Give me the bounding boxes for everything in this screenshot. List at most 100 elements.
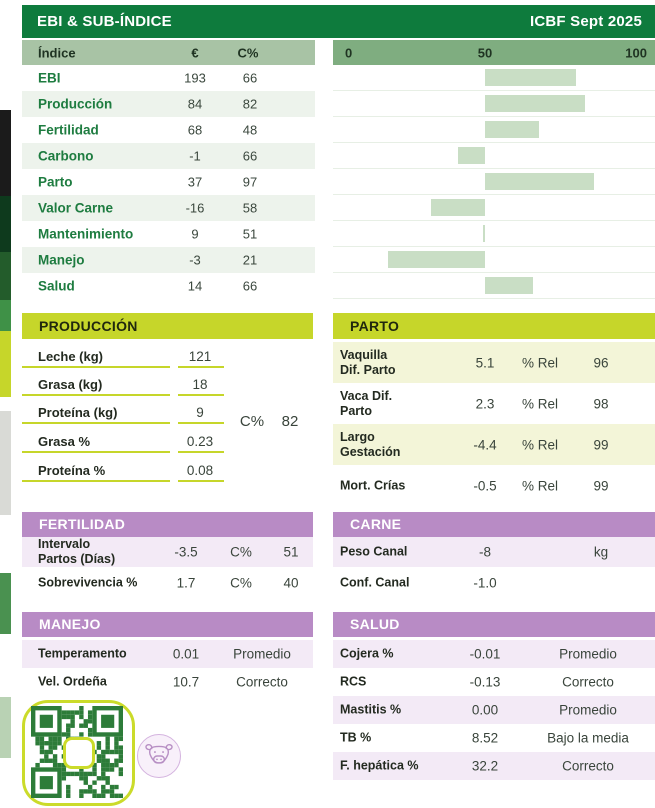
table-row-valor-carne: Valor Carne -16 58 <box>22 195 315 221</box>
edge-segment <box>0 252 11 300</box>
section-title: SALUD <box>350 616 400 632</box>
salud-row: RCS -0.13 Correcto <box>333 668 655 696</box>
edge-segment <box>0 697 11 758</box>
metric-label: Leche (kg) <box>38 349 104 364</box>
euro-value: -3 <box>189 252 201 268</box>
metric-label: Sobrevivencia % <box>38 574 138 589</box>
status-label: Correcto <box>236 674 288 690</box>
metric-value: 0.23 <box>186 434 214 449</box>
chart-axis-header: 0 50 100 <box>333 40 655 65</box>
unit-label: kg <box>593 544 609 560</box>
metric-label: Mastitis % <box>340 702 402 717</box>
carne-row: Peso Canal -8 kg <box>333 537 655 567</box>
qr-center-hole <box>62 737 95 769</box>
metric-value: -0.5 <box>473 478 497 493</box>
rel-label: % Rel <box>521 478 558 493</box>
c-percent-value: 66 <box>242 70 258 86</box>
chart-bar-Parto <box>485 173 594 190</box>
c-percent-value: 48 <box>242 122 258 138</box>
status-label: Promedio <box>559 646 617 662</box>
metric-value: -8 <box>478 544 491 560</box>
metric-value: 32.2 <box>471 758 499 774</box>
rel-value: 96 <box>593 355 609 370</box>
metric-value: -1.0 <box>473 575 497 590</box>
divider <box>22 480 170 482</box>
chart-row <box>333 91 655 117</box>
metric-value: 18 <box>192 377 208 392</box>
divider <box>22 394 170 396</box>
manejo-row: Vel. Ordeña 10.7 Correcto <box>22 668 313 696</box>
c-percent-value: 97 <box>242 174 258 190</box>
axis-tick-50: 50 <box>477 45 493 60</box>
chart-row <box>333 247 655 273</box>
divider <box>22 451 170 453</box>
cow-head-icon <box>145 743 173 764</box>
row-label: Carbono <box>38 148 94 164</box>
table-row-salud: Salud 14 66 <box>22 273 315 299</box>
carne-row: Conf. Canal -1.0 <box>333 567 655 598</box>
chart-row <box>333 221 655 247</box>
produccion-row: Proteína (kg) 9 <box>22 401 313 429</box>
chart-row <box>333 169 655 195</box>
produccion-c-label: C% <box>239 413 265 430</box>
metric-value: -0.13 <box>469 674 501 690</box>
divider <box>178 366 224 368</box>
fertilidad-row: Intervalo Partos (Días) -3.5 C% 51 <box>22 537 313 567</box>
c-percent-value: 58 <box>242 200 258 216</box>
produccion-row: Proteína % 0.08 <box>22 459 313 487</box>
axis-tick-0: 0 <box>345 45 353 60</box>
table-row-fertilidad: Fertilidad 68 48 <box>22 117 315 143</box>
produccion-row: Grasa % 0.23 <box>22 430 313 458</box>
metric-value: -4.4 <box>473 437 497 452</box>
section-header-produccion: PRODUCCIÓN <box>22 313 313 339</box>
chart-bar-Producción <box>485 95 585 112</box>
metric-label: RCS <box>340 674 367 689</box>
row-label: Salud <box>38 278 75 294</box>
parto-row: Largo Gestación -4.4 % Rel 99 <box>333 424 655 465</box>
section-header-parto: PARTO <box>333 313 655 339</box>
rel-value: 99 <box>593 478 609 493</box>
chart-row <box>333 117 655 143</box>
euro-value: 68 <box>187 122 203 138</box>
metric-value: -0.01 <box>469 646 501 662</box>
chart-row <box>333 65 655 91</box>
metric-label: Proteína % <box>38 463 106 478</box>
euro-value: 193 <box>184 70 206 86</box>
rel-value: 98 <box>593 396 609 411</box>
report-header: EBI & SUB-ÍNDICE ICBF Sept 2025 <box>22 5 655 38</box>
status-label: Correcto <box>562 758 614 774</box>
divider <box>178 451 224 453</box>
c-percent-value: 66 <box>242 148 258 164</box>
metric-label: Vel. Ordeña <box>38 674 107 689</box>
metric-value: 2.3 <box>475 396 495 411</box>
section-title: FERTILIDAD <box>39 516 126 532</box>
column-indice: Índice <box>38 45 76 60</box>
column-euro: € <box>191 45 199 60</box>
c-percent-value: 51 <box>242 226 258 242</box>
c-percent-value: 82 <box>242 96 258 112</box>
euro-value: 9 <box>191 226 199 242</box>
metric-label: Mort. Crías <box>340 477 406 492</box>
divider <box>178 394 224 396</box>
salud-row: TB % 8.52 Bajo la media <box>333 724 655 752</box>
edge-segment <box>0 196 11 252</box>
section-header-carne: CARNE <box>333 512 655 537</box>
status-label: Promedio <box>559 702 617 718</box>
produccion-row: Grasa (kg) 18 <box>22 373 313 401</box>
euro-value: -1 <box>189 148 201 164</box>
row-label: Producción <box>38 96 113 112</box>
section-header-manejo: MANEJO <box>22 612 313 637</box>
produccion-c-value: 82 <box>281 413 299 430</box>
c-value: 40 <box>283 575 299 590</box>
section-title: PARTO <box>350 318 400 334</box>
metric-label: Largo Gestación <box>340 429 401 459</box>
rel-label: % Rel <box>521 437 558 452</box>
edge-segment <box>0 573 11 634</box>
metric-value: 0.01 <box>172 646 200 662</box>
divider <box>178 422 224 424</box>
euro-value: 84 <box>187 96 203 112</box>
metric-label: Vaca Dif. Parto <box>340 388 393 418</box>
status-label: Correcto <box>562 674 614 690</box>
row-label: Fertilidad <box>38 122 99 138</box>
